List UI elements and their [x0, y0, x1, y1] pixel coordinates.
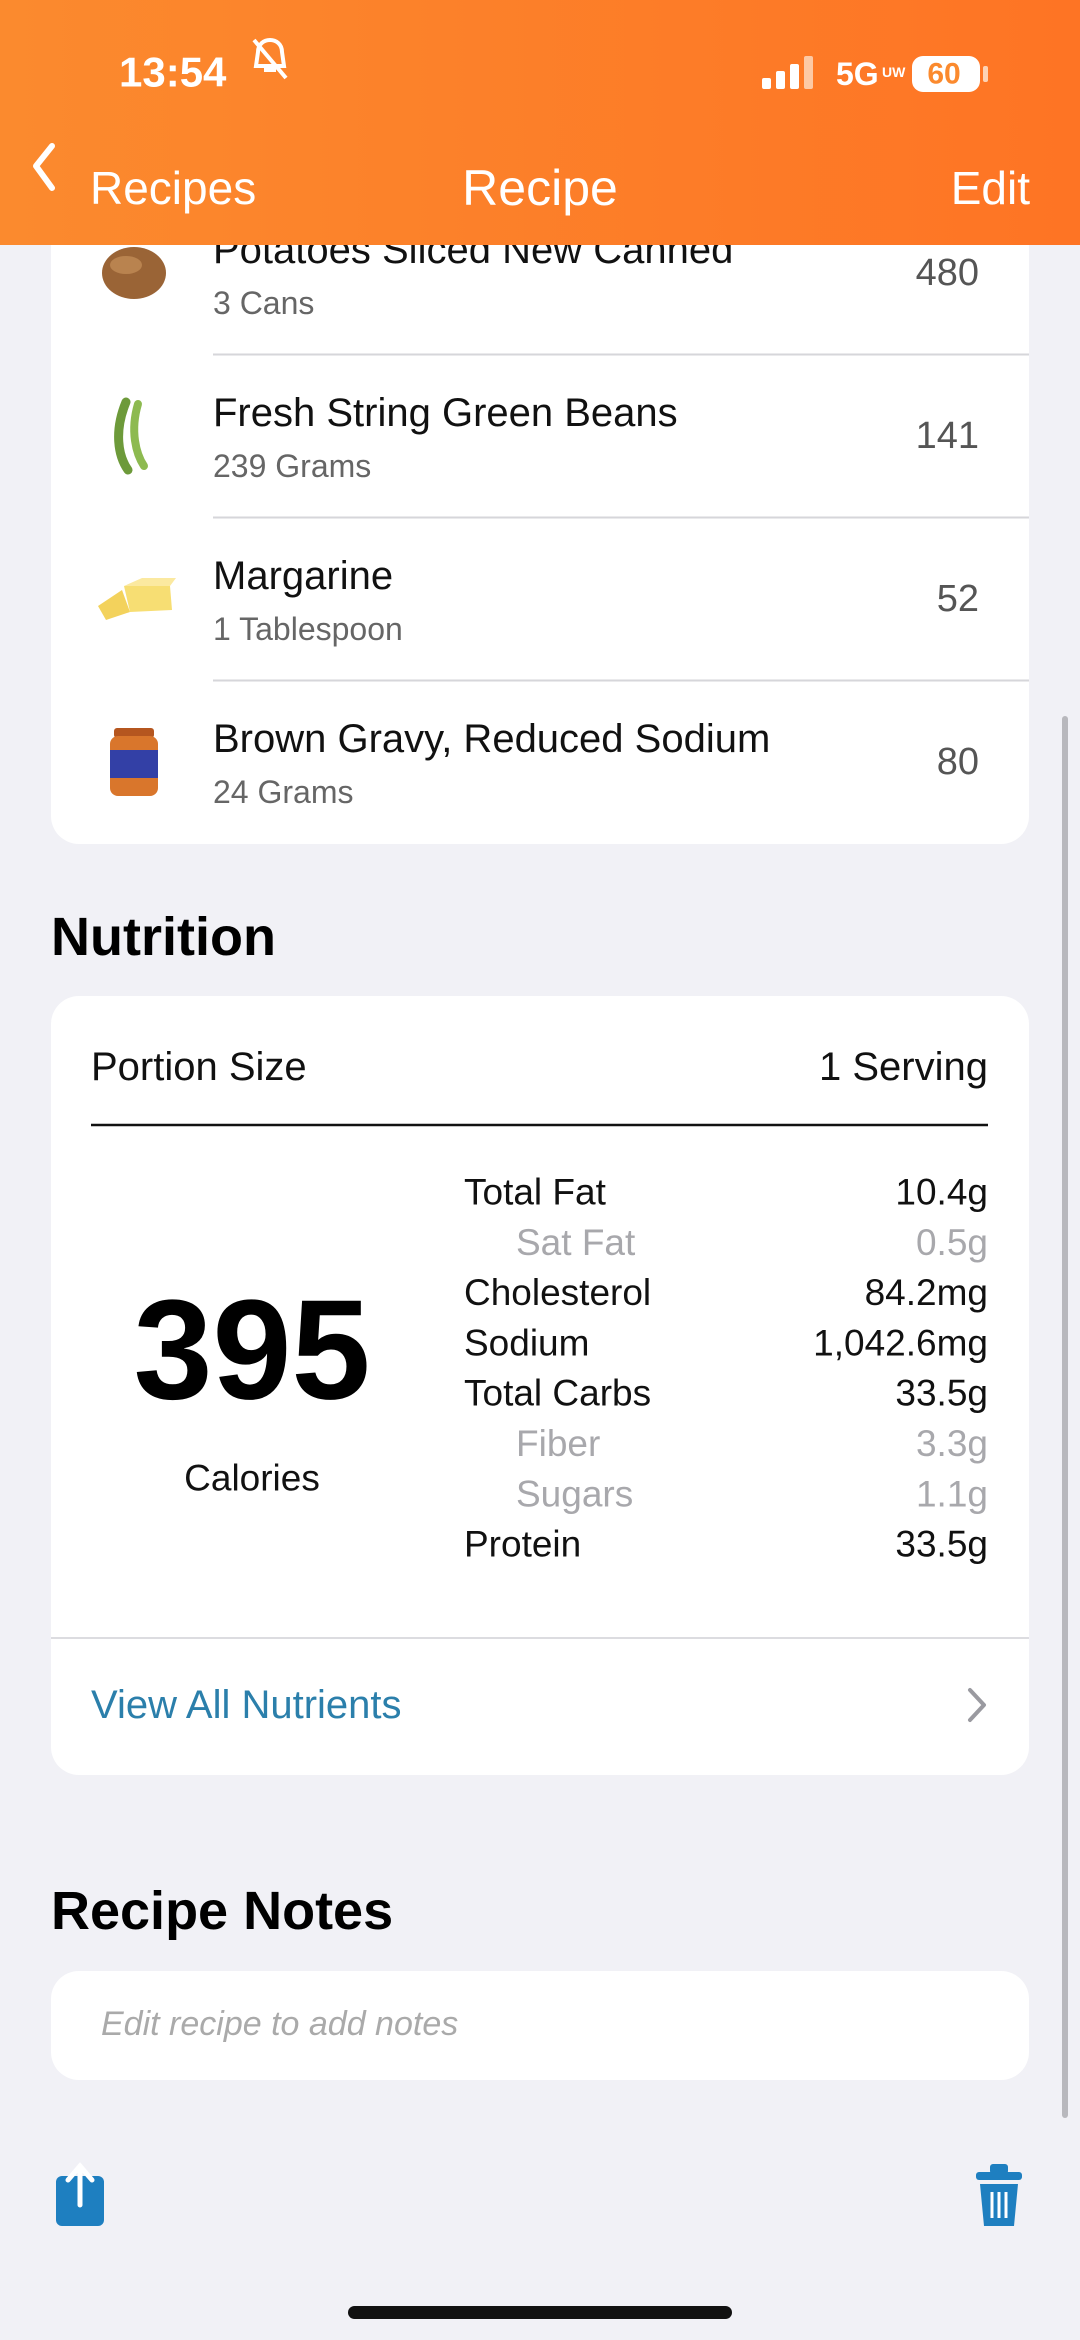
notes-card [51, 1971, 1029, 2080]
margarine-icon [98, 578, 176, 620]
potato-icon [102, 247, 166, 299]
status-time: 13:54 [119, 49, 227, 96]
battery-icon [912, 56, 980, 92]
nutrient-value: 33.5g [895, 1373, 988, 1414]
chevron-icon [968, 1688, 986, 1722]
nav-title: Recipe [462, 160, 618, 216]
edit-button[interactable]: Edit [951, 162, 1030, 214]
section-heading: Recipe Notes [51, 1881, 393, 1941]
nutrient-value: 3.3g [916, 1423, 988, 1464]
battery-level: 60 [927, 58, 960, 91]
ingredients-card [51, 150, 1029, 844]
nutrient-value: 1.1g [916, 1473, 988, 1514]
nutrient-label: Sodium [464, 1322, 589, 1363]
back-button[interactable]: Recipes [90, 162, 256, 214]
nutrient-label: Total Carbs [464, 1373, 651, 1414]
scrollbar [1062, 716, 1068, 2118]
nutrient-label: Protein [464, 1524, 581, 1565]
ingredient-name: Brown Gravy, Reduced Sodium [213, 717, 770, 761]
home-indicator [348, 2306, 732, 2319]
portion-value: 1 Serving [819, 1045, 988, 1089]
network-sub-label: UW [882, 64, 906, 80]
battery-cap [983, 66, 988, 82]
back-chevron [33, 143, 55, 191]
edit-label: Edit [951, 162, 1030, 214]
nutrient-label: Cholesterol [464, 1272, 651, 1313]
nutrient-value: 1,042.6mg [813, 1322, 988, 1363]
nutrient-label: Sugars [516, 1473, 633, 1514]
ingredient-amount: 3 Cans [213, 285, 314, 321]
gravy-jar-icon [110, 728, 158, 796]
nutrient-label: Total Fat [464, 1172, 607, 1213]
ingredient-amount: 1 Tablespoon [213, 611, 403, 647]
signal-icon [762, 56, 813, 89]
back-label: Recipes [90, 162, 256, 214]
delete-button[interactable] [976, 2164, 1022, 2226]
notes-placeholder: Edit recipe to add notes [101, 2005, 458, 2043]
ingredient-calories: 52 [937, 578, 979, 620]
view-all-link: View All Nutrients [91, 1683, 402, 1727]
share-button[interactable] [56, 2162, 104, 2226]
portion-label: Portion Size [91, 1045, 307, 1089]
ingredient-calories: 480 [916, 252, 979, 294]
nutrient-value: 10.4g [895, 1172, 988, 1213]
silent-slash [252, 38, 288, 80]
calories-label: Calories [184, 1458, 320, 1499]
ingredient-name: Margarine [213, 554, 393, 598]
calories-value: 395 [134, 1271, 371, 1430]
ingredient-calories: 141 [916, 415, 979, 457]
header-background [0, 0, 1080, 245]
section-heading: Nutrition [51, 907, 276, 967]
nutrient-value: 84.2mg [865, 1272, 988, 1313]
ingredient-amount: 239 Grams [213, 448, 371, 484]
ingredient-calories: 80 [937, 741, 979, 783]
nutrient-value: 33.5g [895, 1524, 988, 1565]
nutrient-label: Sat Fat [516, 1222, 636, 1263]
nutrition-card [51, 996, 1029, 1775]
header: Recipes Recipe Edit 13:54 5G UW 60 [0, 0, 1080, 245]
ingredient-amount: 24 Grams [213, 774, 353, 810]
nutrient-value: 0.5g [916, 1222, 988, 1263]
nutrient-label: Fiber [516, 1423, 600, 1464]
ingredient-name: Fresh String Green Beans [213, 391, 678, 435]
network-label: 5G [836, 56, 879, 92]
beans-icon [114, 397, 148, 475]
